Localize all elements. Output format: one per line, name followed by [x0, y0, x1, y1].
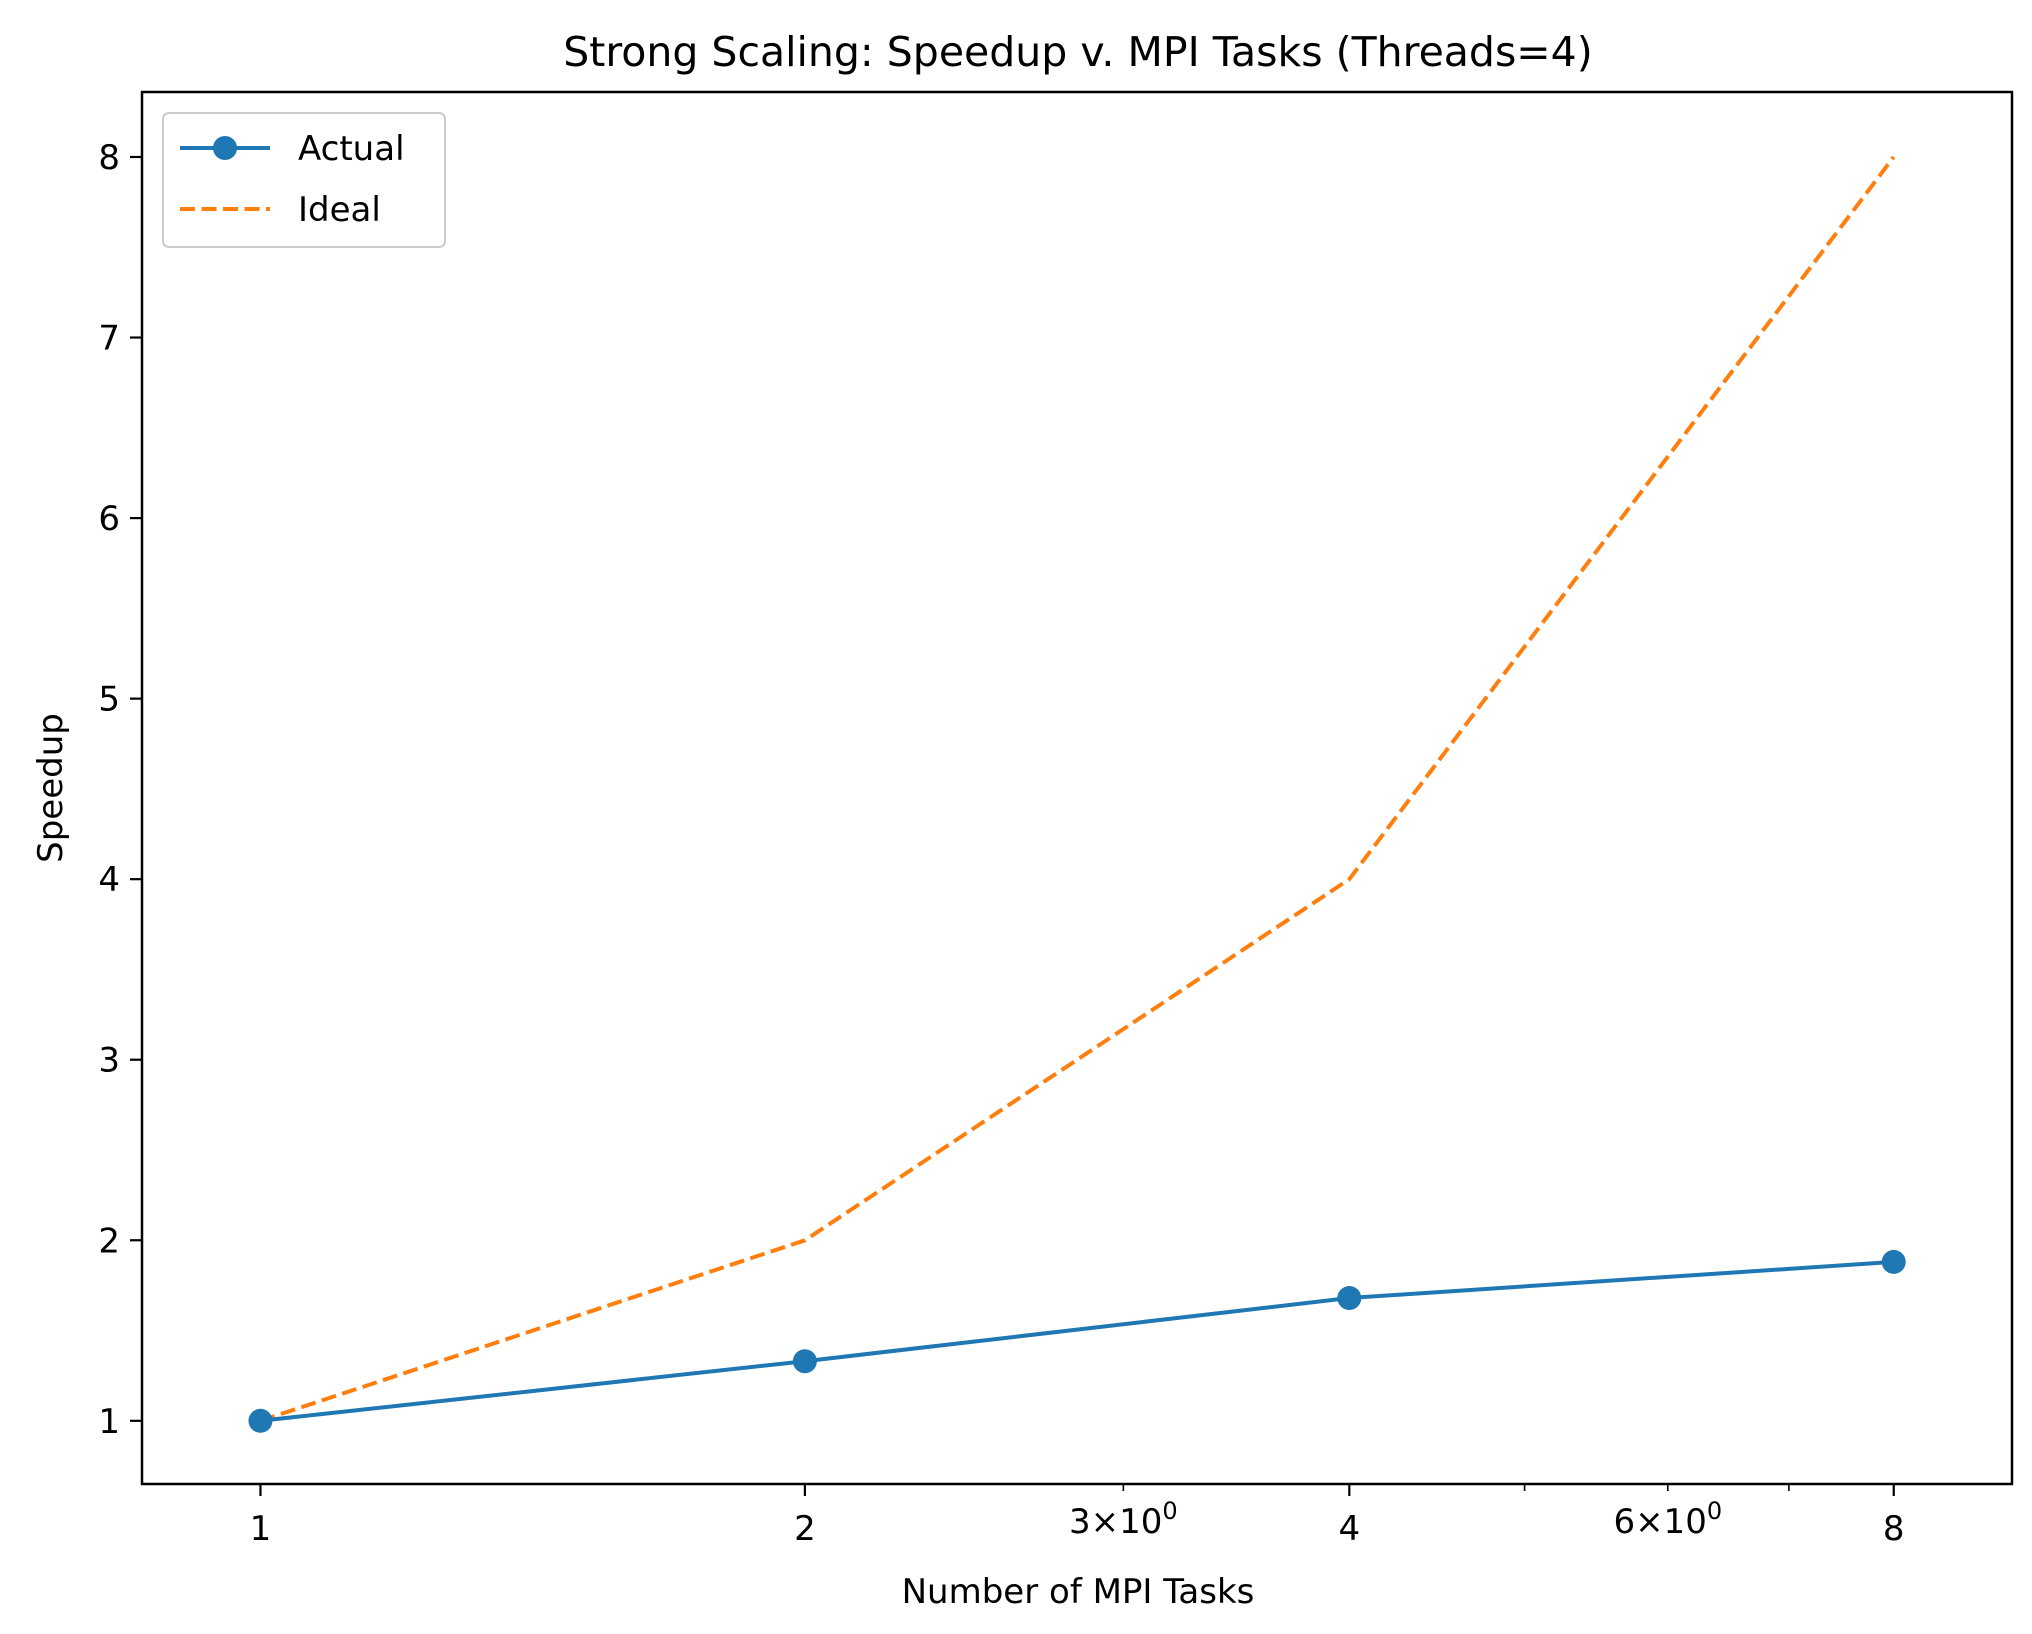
data-point-actual	[792, 1349, 817, 1374]
data-point-actual	[248, 1408, 273, 1433]
legend-marker-actual	[213, 136, 237, 160]
data-point-actual	[1881, 1249, 1906, 1274]
x-axis-label: Number of MPI Tasks	[902, 1572, 1255, 1612]
x-tick-label: 1	[250, 1509, 272, 1549]
y-tick-label: 3	[98, 1041, 120, 1081]
y-tick-label: 5	[98, 680, 120, 720]
y-tick-label: 4	[98, 860, 120, 900]
y-tick-label: 6	[98, 499, 120, 539]
chart-title: Strong Scaling: Speedup v. MPI Tasks (Th…	[563, 28, 1592, 76]
series-line-actual	[260, 1259, 1894, 1423]
legend-label-actual: Actual	[298, 129, 405, 169]
x-minor-tick-label: 6×100	[1613, 1497, 1722, 1542]
legend: Actual Ideal	[162, 112, 446, 248]
y-axis-label: Speedup	[31, 713, 71, 863]
y-tick-label: 8	[98, 138, 120, 178]
y-axis: 1 2 3 4 5 6 7 8	[98, 138, 142, 1442]
y-tick-label: 7	[98, 319, 120, 359]
y-tick-label: 2	[98, 1221, 120, 1261]
plot-area-frame	[140, 90, 2014, 1486]
x-axis: 1 2 4 8 3×100 6×100	[250, 1484, 1905, 1549]
x-tick-label: 4	[1338, 1509, 1360, 1549]
y-tick-label: 1	[98, 1402, 120, 1442]
x-tick-label: 2	[794, 1509, 816, 1549]
data-point-actual	[1337, 1286, 1362, 1311]
series-line-ideal	[259, 155, 1896, 1423]
x-minor-tick-label: 3×100	[1069, 1497, 1178, 1542]
legend-label-ideal: Ideal	[298, 190, 381, 230]
series-layer	[248, 155, 1906, 1433]
x-tick-label: 8	[1883, 1509, 1905, 1549]
